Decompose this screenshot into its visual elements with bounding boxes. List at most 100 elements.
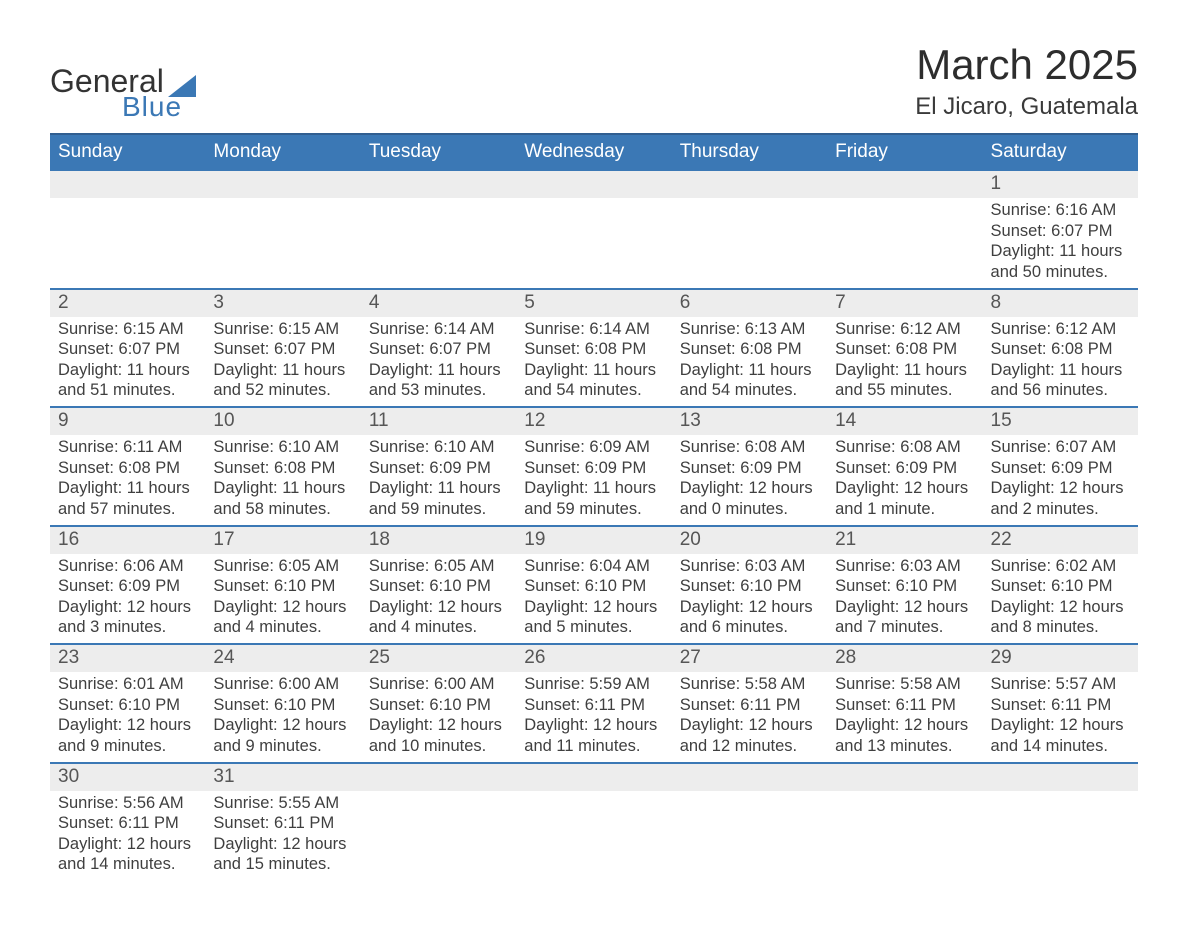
sunrise-line: Sunrise: 5:57 AM [991,674,1130,695]
sunrise-line: Sunrise: 6:12 AM [835,319,974,340]
day-cell: 15Sunrise: 6:07 AMSunset: 6:09 PMDayligh… [983,408,1138,525]
sunrise-line: Sunrise: 6:05 AM [369,556,508,577]
sunrise-line: Sunrise: 6:08 AM [835,437,974,458]
day-body: Sunrise: 6:05 AMSunset: 6:10 PMDaylight:… [361,554,516,644]
day-number [50,171,205,198]
logo: General Blue [50,65,196,121]
sunset-line: Sunset: 6:08 PM [991,339,1130,360]
day-cell: 17Sunrise: 6:05 AMSunset: 6:10 PMDayligh… [205,527,360,644]
day-number [672,764,827,791]
day-cell: 14Sunrise: 6:08 AMSunset: 6:09 PMDayligh… [827,408,982,525]
sunset-line: Sunset: 6:09 PM [680,458,819,479]
calendar: Sunday Monday Tuesday Wednesday Thursday… [50,133,1138,880]
day-cell: 28Sunrise: 5:58 AMSunset: 6:11 PMDayligh… [827,645,982,762]
day-number: 24 [205,645,360,672]
sunset-line: Sunset: 6:08 PM [213,458,352,479]
day-cell: 10Sunrise: 6:10 AMSunset: 6:08 PMDayligh… [205,408,360,525]
day-cell [516,171,671,288]
day-body [361,198,516,278]
day-number: 28 [827,645,982,672]
day-number [516,764,671,791]
daylight-line: Daylight: 12 hours and 10 minutes. [369,715,508,756]
day-number: 14 [827,408,982,435]
day-body: Sunrise: 6:03 AMSunset: 6:10 PMDaylight:… [827,554,982,644]
sunset-line: Sunset: 6:10 PM [835,576,974,597]
day-number: 27 [672,645,827,672]
day-body: Sunrise: 6:10 AMSunset: 6:09 PMDaylight:… [361,435,516,525]
day-cell: 8Sunrise: 6:12 AMSunset: 6:08 PMDaylight… [983,290,1138,407]
day-body [50,198,205,278]
day-number [361,171,516,198]
sunrise-line: Sunrise: 6:00 AM [213,674,352,695]
day-cell: 20Sunrise: 6:03 AMSunset: 6:10 PMDayligh… [672,527,827,644]
sunset-line: Sunset: 6:07 PM [991,221,1130,242]
sunset-line: Sunset: 6:10 PM [680,576,819,597]
day-cell: 13Sunrise: 6:08 AMSunset: 6:09 PMDayligh… [672,408,827,525]
day-number: 5 [516,290,671,317]
sunrise-line: Sunrise: 6:15 AM [58,319,197,340]
day-body [983,791,1138,871]
daylight-line: Daylight: 12 hours and 4 minutes. [369,597,508,638]
location: El Jicaro, Guatemala [915,93,1138,121]
sunset-line: Sunset: 6:10 PM [991,576,1130,597]
sunset-line: Sunset: 6:08 PM [58,458,197,479]
day-body [672,198,827,278]
daylight-line: Daylight: 12 hours and 14 minutes. [58,834,197,875]
day-number: 8 [983,290,1138,317]
sunset-line: Sunset: 6:09 PM [835,458,974,479]
day-cell [672,171,827,288]
page: General Blue March 2025 El Jicaro, Guate… [0,0,1188,930]
daylight-line: Daylight: 12 hours and 8 minutes. [991,597,1130,638]
sunset-line: Sunset: 6:11 PM [835,695,974,716]
day-number: 15 [983,408,1138,435]
day-number: 3 [205,290,360,317]
month-title: March 2025 [915,41,1138,89]
day-body: Sunrise: 6:11 AMSunset: 6:08 PMDaylight:… [50,435,205,525]
day-cell: 31Sunrise: 5:55 AMSunset: 6:11 PMDayligh… [205,764,360,881]
daylight-line: Daylight: 12 hours and 13 minutes. [835,715,974,756]
daylight-line: Daylight: 12 hours and 2 minutes. [991,478,1130,519]
daylight-line: Daylight: 11 hours and 54 minutes. [524,360,663,401]
sunset-line: Sunset: 6:09 PM [524,458,663,479]
sunset-line: Sunset: 6:11 PM [524,695,663,716]
sunrise-line: Sunrise: 6:10 AM [369,437,508,458]
daylight-line: Daylight: 12 hours and 3 minutes. [58,597,197,638]
sunset-line: Sunset: 6:09 PM [58,576,197,597]
sunrise-line: Sunrise: 6:00 AM [369,674,508,695]
day-body: Sunrise: 6:04 AMSunset: 6:10 PMDaylight:… [516,554,671,644]
day-cell: 2Sunrise: 6:15 AMSunset: 6:07 PMDaylight… [50,290,205,407]
day-cell: 5Sunrise: 6:14 AMSunset: 6:08 PMDaylight… [516,290,671,407]
day-number: 7 [827,290,982,317]
day-body: Sunrise: 5:59 AMSunset: 6:11 PMDaylight:… [516,672,671,762]
day-body: Sunrise: 5:58 AMSunset: 6:11 PMDaylight:… [672,672,827,762]
day-cell: 23Sunrise: 6:01 AMSunset: 6:10 PMDayligh… [50,645,205,762]
day-body: Sunrise: 6:15 AMSunset: 6:07 PMDaylight:… [50,317,205,407]
day-body [516,791,671,871]
daylight-line: Daylight: 11 hours and 58 minutes. [213,478,352,519]
sunrise-line: Sunrise: 6:14 AM [369,319,508,340]
day-cell [827,171,982,288]
day-number: 31 [205,764,360,791]
sunset-line: Sunset: 6:08 PM [680,339,819,360]
day-body: Sunrise: 6:05 AMSunset: 6:10 PMDaylight:… [205,554,360,644]
sunset-line: Sunset: 6:10 PM [369,695,508,716]
day-cell: 7Sunrise: 6:12 AMSunset: 6:08 PMDaylight… [827,290,982,407]
daylight-line: Daylight: 11 hours and 53 minutes. [369,360,508,401]
sunset-line: Sunset: 6:10 PM [213,695,352,716]
day-number: 17 [205,527,360,554]
sunrise-line: Sunrise: 6:04 AM [524,556,663,577]
day-cell: 26Sunrise: 5:59 AMSunset: 6:11 PMDayligh… [516,645,671,762]
day-number [983,764,1138,791]
sunset-line: Sunset: 6:11 PM [991,695,1130,716]
day-cell: 19Sunrise: 6:04 AMSunset: 6:10 PMDayligh… [516,527,671,644]
day-number [827,764,982,791]
sunrise-line: Sunrise: 6:06 AM [58,556,197,577]
sunrise-line: Sunrise: 6:16 AM [991,200,1130,221]
day-body: Sunrise: 6:10 AMSunset: 6:08 PMDaylight:… [205,435,360,525]
daylight-line: Daylight: 12 hours and 14 minutes. [991,715,1130,756]
day-cell: 1Sunrise: 6:16 AMSunset: 6:07 PMDaylight… [983,171,1138,288]
day-number [361,764,516,791]
sunrise-line: Sunrise: 6:03 AM [680,556,819,577]
day-body [827,198,982,278]
week-row: 2Sunrise: 6:15 AMSunset: 6:07 PMDaylight… [50,288,1138,407]
